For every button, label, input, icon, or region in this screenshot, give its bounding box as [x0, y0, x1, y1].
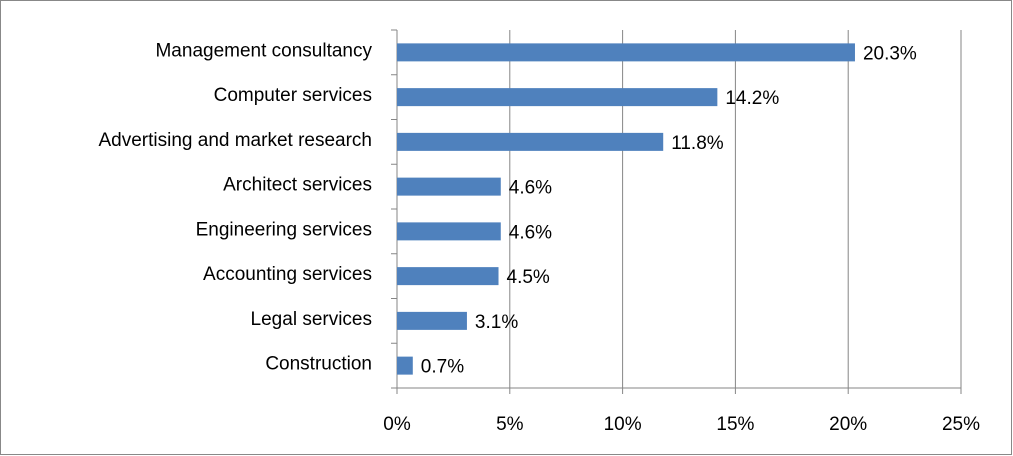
bar [397, 356, 413, 375]
bar [397, 177, 501, 196]
y-tick-label: Engineering services [196, 219, 372, 240]
bar [397, 88, 718, 107]
bar [397, 43, 855, 62]
bar [397, 132, 664, 151]
x-tick-label: 15% [716, 414, 754, 435]
x-tick-label: 20% [829, 414, 867, 435]
bar [397, 267, 499, 286]
x-tick-label: 0% [383, 414, 411, 435]
x-tick-label: 10% [604, 414, 642, 435]
value-label: 4.6% [509, 222, 552, 243]
y-tick-label: Accounting services [203, 264, 372, 285]
bar [397, 222, 501, 241]
value-label: 4.6% [509, 178, 552, 199]
value-label: 14.2% [725, 88, 779, 109]
value-label: 20.3% [863, 43, 917, 64]
value-label: 11.8% [671, 133, 724, 154]
y-tick-label: Architect services [223, 175, 372, 196]
bar [397, 311, 467, 330]
value-label: 4.5% [507, 267, 550, 288]
x-tick-label: 25% [942, 414, 980, 435]
x-tick-label: 5% [496, 414, 524, 435]
y-tick-label: Computer services [214, 85, 372, 106]
y-tick-label: Management consultancy [155, 40, 372, 61]
value-label: 0.7% [421, 357, 464, 378]
y-tick-label: Legal services [251, 309, 372, 330]
y-tick-label: Advertising and market research [98, 130, 372, 151]
y-tick-label: Construction [265, 354, 372, 375]
value-label: 3.1% [475, 312, 518, 333]
